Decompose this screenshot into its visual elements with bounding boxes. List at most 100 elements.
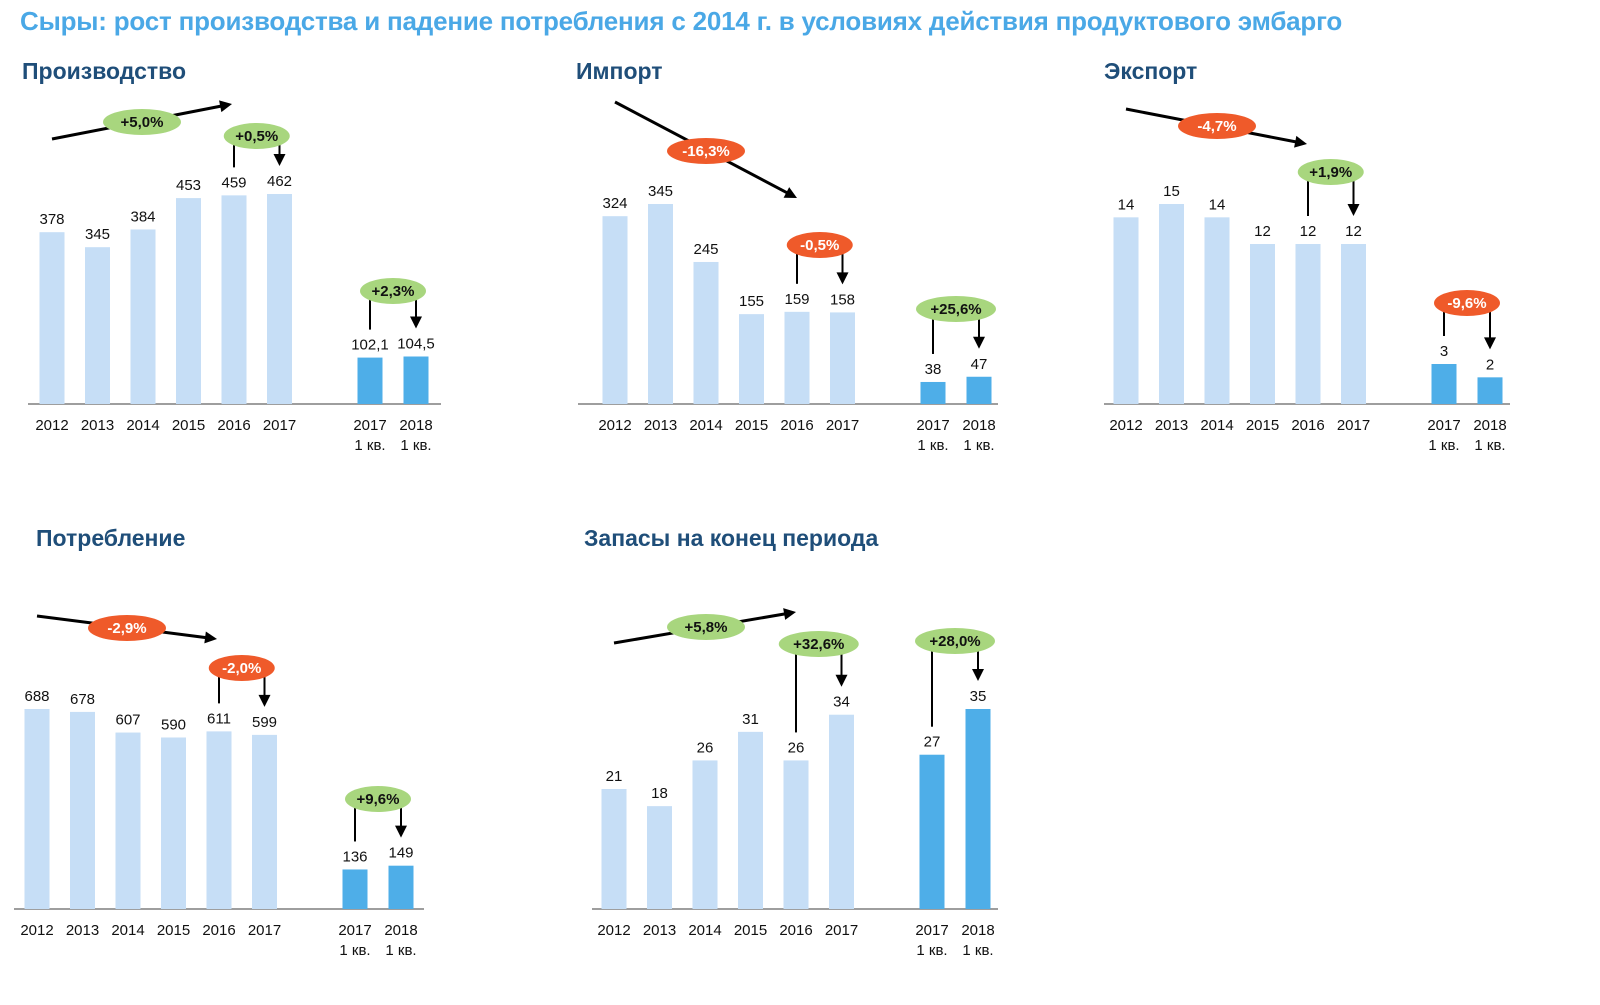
- badge-label: -16,3%: [682, 143, 730, 160]
- bar-quarter-1: [965, 709, 991, 909]
- chart-panel-import: Импорт 324 2012 345 2013 245 2014 155 2015 159 20…: [560, 0, 1060, 470]
- tick-label-2013: 2013: [644, 417, 677, 434]
- chart-export: 14 2012 15 2013 14 2014 12 2015 12 2016 12 2017 3 201…: [1104, 107, 1510, 454]
- tick-label-2012: 2012: [1109, 417, 1142, 434]
- change-badge: +9,6%: [345, 786, 411, 812]
- chart-import: 324 2012 345 2013 245 2014 155 2015 159 2016 158 20…: [578, 100, 998, 454]
- value-label-2012: 21: [606, 768, 623, 785]
- tick-label-2017: 2017: [248, 922, 281, 939]
- panel-title: Экспорт: [1104, 58, 1198, 84]
- badge-label: -2,9%: [107, 620, 146, 637]
- badge-label: +2,3%: [372, 283, 415, 300]
- value-label-2017: 12: [1345, 223, 1362, 240]
- trend-arrow-head: [1294, 135, 1307, 148]
- tick-label-2017: 2017: [826, 417, 859, 434]
- value-label-quarter-0: 3: [1440, 343, 1448, 360]
- tick-label-quarter-year-0: 2017: [916, 417, 949, 434]
- bracket-arrow-head: [273, 154, 286, 166]
- bar-2015: [161, 737, 186, 909]
- tick-label-quarter-period-0: 1 кв.: [1428, 437, 1459, 454]
- value-label-2013: 15: [1163, 183, 1180, 200]
- badge-shape: [223, 123, 290, 149]
- tick-label-2016: 2016: [1291, 417, 1324, 434]
- badge-label: -2,0%: [222, 660, 261, 677]
- value-label-quarter-1: 47: [971, 356, 988, 373]
- bar-2016: [1295, 244, 1321, 404]
- tick-label-2015: 2015: [157, 922, 190, 939]
- trend-badge: -2,9%: [88, 615, 166, 641]
- value-label-2013: 345: [648, 183, 673, 200]
- panel-title: Потребление: [36, 525, 186, 551]
- change-badge: +2,3%: [360, 278, 426, 304]
- change-annotation-1: +28,0%: [915, 628, 995, 727]
- badge-label: -0,5%: [800, 237, 839, 254]
- panel-title: Производство: [22, 58, 187, 84]
- change-annotation-1: +25,6%: [916, 296, 996, 354]
- value-label-quarter-1: 35: [970, 688, 987, 705]
- tick-label-2015: 2015: [1246, 417, 1279, 434]
- tick-label-2017: 2017: [263, 417, 296, 434]
- bracket-arrow-head: [410, 316, 422, 329]
- value-label-2015: 31: [742, 711, 759, 728]
- tick-label-2013: 2013: [1155, 417, 1188, 434]
- bar-2016: [206, 731, 232, 909]
- bar-quarter-0: [342, 869, 368, 909]
- tick-label-2014: 2014: [688, 922, 721, 939]
- bar-quarter-1: [1477, 377, 1503, 404]
- value-label-2013: 345: [85, 226, 110, 243]
- tick-label-2013: 2013: [66, 922, 99, 939]
- tick-label-quarter-period-1: 1 кв.: [400, 437, 431, 454]
- panel-title: Импорт: [576, 58, 663, 84]
- bar-2015: [739, 314, 764, 404]
- bar-2014: [130, 229, 156, 404]
- value-label-quarter-0: 27: [924, 734, 941, 751]
- badge-shape: [786, 232, 853, 258]
- bar-quarter-0: [1431, 364, 1457, 404]
- value-label-quarter-1: 149: [388, 845, 413, 862]
- tick-label-2016: 2016: [779, 922, 812, 939]
- bar-2017: [829, 714, 854, 909]
- bar-quarter-1: [403, 356, 429, 404]
- bracket-arrow-head: [395, 825, 407, 838]
- value-label-2012: 378: [39, 211, 64, 228]
- tick-label-quarter-period-0: 1 кв.: [917, 437, 948, 454]
- bar-quarter-1: [388, 865, 414, 909]
- tick-label-quarter-period-1: 1 кв.: [385, 942, 416, 959]
- trend-badge: +5,8%: [667, 614, 745, 640]
- tick-label-2012: 2012: [20, 922, 53, 939]
- value-label-2016: 12: [1300, 223, 1317, 240]
- value-label-2015: 453: [176, 177, 201, 194]
- bar-2014: [115, 732, 141, 909]
- bar-2015: [176, 198, 201, 404]
- change-badge: -2,0%: [208, 655, 275, 681]
- value-label-quarter-1: 104,5: [397, 336, 435, 353]
- trend-badge: -4,7%: [1178, 113, 1256, 139]
- bracket-arrow-head: [835, 674, 848, 687]
- value-label-2012: 14: [1118, 196, 1135, 213]
- bracket-arrow-head: [1484, 337, 1496, 350]
- chart-panel-production: Производство 378 2012 345 2013 384 2014 453 201…: [0, 0, 540, 470]
- trend-badge: -16,3%: [667, 138, 745, 164]
- badge-label: +0,5%: [235, 128, 278, 145]
- value-label-2017: 462: [267, 173, 292, 190]
- tick-label-2012: 2012: [597, 922, 630, 939]
- change-annotation-0: -0,5%: [786, 232, 853, 285]
- change-badge: +0,5%: [223, 123, 290, 149]
- bar-2017: [1341, 244, 1366, 404]
- tick-label-quarter-year-1: 2018: [961, 922, 994, 939]
- badge-shape: [667, 614, 745, 640]
- badge-shape: [88, 615, 166, 641]
- value-label-2017: 34: [833, 694, 850, 711]
- tick-label-2014: 2014: [689, 417, 722, 434]
- value-label-quarter-0: 38: [925, 361, 942, 378]
- badge-label: +5,0%: [121, 114, 164, 131]
- change-badge: +28,0%: [915, 628, 995, 654]
- change-annotation-1: -9,6%: [1434, 290, 1500, 350]
- bar-2012: [39, 232, 65, 404]
- bar-2015: [1250, 244, 1275, 404]
- value-label-2017: 599: [252, 714, 277, 731]
- trend-arrow-head: [204, 631, 217, 644]
- tick-label-2012: 2012: [35, 417, 68, 434]
- tick-label-2017: 2017: [1337, 417, 1370, 434]
- bar-2015: [738, 731, 763, 909]
